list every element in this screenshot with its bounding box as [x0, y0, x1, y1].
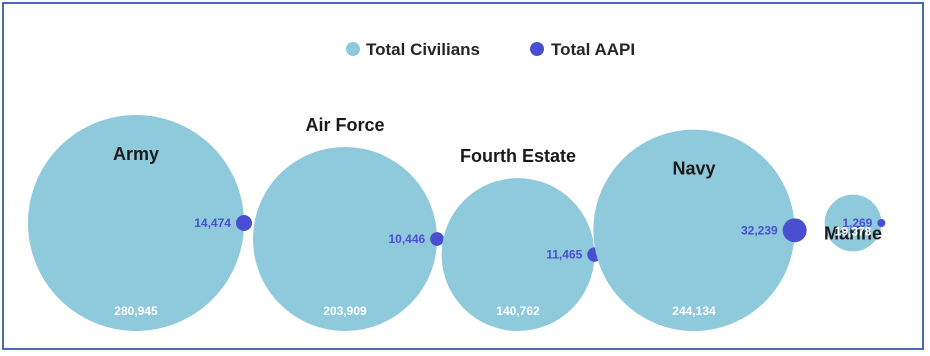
- aapi-bubble-army: [235, 214, 253, 232]
- legend-label-civilians: Total Civilians: [366, 40, 480, 59]
- civilians-bubble-marine-corps: [824, 194, 882, 252]
- branch-label-army: Army: [113, 144, 159, 164]
- aapi-label-navy: 32,239: [741, 223, 778, 237]
- legend-label-aapi: Total AAPI: [551, 40, 635, 59]
- civilians-bubble-army: [28, 115, 244, 331]
- aapi-label-air-force: 10,446: [388, 232, 425, 246]
- civilians-bubble-navy: [593, 129, 795, 331]
- branch-label-marine-corps: Marine: [824, 224, 882, 244]
- civilians-label-marine-corps: 19,378: [835, 224, 872, 238]
- legend: Total Civilians Total AAPI: [346, 40, 635, 59]
- aapi-label-army: 14,474: [194, 216, 231, 230]
- civilians-bubble-air-force: [252, 146, 438, 331]
- aapi-bubble-air-force: [430, 232, 444, 246]
- legend-marker-aapi: [530, 42, 544, 56]
- bubble-group: Army 14,474 280,945 Air Force 10,446 203,909 F…: [28, 115, 886, 331]
- aapi-label-fourth-estate: 11,465: [546, 248, 582, 262]
- branch-label-fourth-estate: Fourth Estate: [460, 146, 576, 166]
- civilians-label-fourth-estate: 140,762: [496, 304, 540, 318]
- aapi-bubble-marine-corps: [877, 219, 886, 227]
- civilians-bubble-fourth-estate: [441, 178, 595, 331]
- branch-label-navy: Navy: [672, 159, 715, 179]
- civilians-label-air-force: 203,909: [323, 304, 367, 318]
- aapi-bubble-navy: [782, 218, 807, 243]
- legend-marker-civilians: [346, 42, 360, 56]
- civilians-label-army: 280,945: [114, 304, 158, 318]
- branch-label-air-force: Air Force: [305, 115, 384, 135]
- aapi-label-marine-corps: 1,269: [842, 216, 872, 230]
- civilians-label-navy: 244,134: [672, 304, 716, 318]
